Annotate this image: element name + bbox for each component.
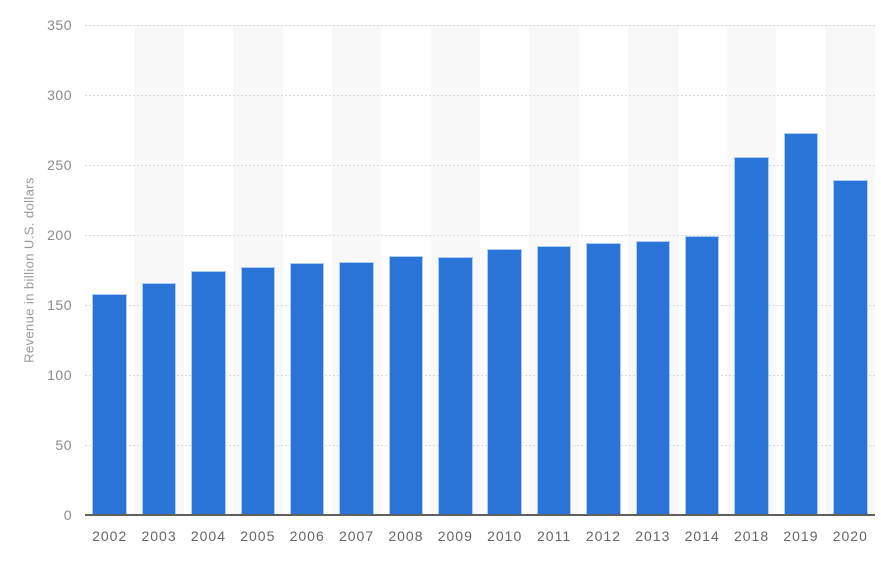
- bar-2004[interactable]: [191, 271, 226, 515]
- gridline-200: [85, 235, 875, 236]
- gridline-300: [85, 95, 875, 96]
- x-tick-label-2008: 2008: [388, 528, 424, 544]
- y-axis-tick-labels: 0 50 100 150 200 250 300 350: [0, 0, 72, 562]
- x-tick-label-2019: 2019: [783, 528, 819, 544]
- x-tick-label-2011: 2011: [537, 528, 572, 544]
- bar-2010[interactable]: [487, 249, 522, 515]
- bars-container: [85, 25, 875, 515]
- bar-slot-2006: [283, 25, 332, 515]
- bar-slot-2013: [628, 25, 677, 515]
- bar-slot-2019: [776, 25, 825, 515]
- bar-2014[interactable]: [684, 236, 720, 515]
- bar-slot-2014: [678, 25, 727, 515]
- y-tick-label-100: 100: [47, 367, 72, 383]
- bar-2011[interactable]: [536, 246, 572, 515]
- plot-area: [85, 25, 875, 515]
- bar-2013[interactable]: [635, 241, 671, 515]
- bar-2007[interactable]: [339, 262, 374, 515]
- x-tick-label-2010: 2010: [487, 528, 523, 544]
- y-tick-label-350: 350: [47, 17, 72, 33]
- y-tick-label-200: 200: [47, 227, 72, 243]
- x-tick-label-2006: 2006: [289, 528, 325, 544]
- x-axis-tick-labels: 2002 2003 2004 2005 2006 2007 2008 2009 2010 2011…: [85, 526, 875, 546]
- bar-slot-2012: [579, 25, 628, 515]
- bar-slot-2010: [480, 25, 529, 515]
- bar-slot-2003: [134, 25, 183, 515]
- gridline-150: [85, 305, 875, 306]
- y-tick-label-0: 0: [63, 507, 72, 523]
- gridline-350: [85, 25, 875, 26]
- bar-2003[interactable]: [141, 283, 177, 515]
- bar-2019[interactable]: [783, 133, 819, 515]
- bar-slot-2018: [727, 25, 776, 515]
- y-tick-label-50: 50: [55, 437, 72, 453]
- bar-slot-2009: [431, 25, 480, 515]
- x-tick-label-2003: 2003: [141, 528, 177, 544]
- x-tick-label-2005: 2005: [240, 528, 276, 544]
- bar-2009[interactable]: [438, 257, 473, 515]
- bar-2018[interactable]: [734, 157, 769, 515]
- bar-2008[interactable]: [388, 256, 424, 515]
- bar-slot-2002: [85, 25, 134, 515]
- bar-2005[interactable]: [240, 267, 276, 515]
- bar-slot-2005: [233, 25, 282, 515]
- x-axis-line: [85, 514, 875, 516]
- bar-slot-2011: [529, 25, 578, 515]
- x-tick-label-2004: 2004: [190, 528, 227, 544]
- gridline-50: [85, 445, 875, 446]
- x-tick-label-2014: 2014: [684, 528, 720, 544]
- x-tick-label-2020: 2020: [832, 528, 868, 544]
- x-tick-label-2018: 2018: [733, 528, 770, 544]
- gridline-100: [85, 375, 875, 376]
- x-tick-label-2009: 2009: [437, 528, 473, 544]
- bar-2012[interactable]: [586, 243, 621, 515]
- bar-slot-2008: [381, 25, 430, 515]
- bar-2020[interactable]: [833, 180, 868, 515]
- gridline-250: [85, 165, 875, 166]
- x-tick-label-2012: 2012: [585, 528, 622, 544]
- y-tick-label-150: 150: [47, 297, 72, 313]
- x-tick-label-2002: 2002: [92, 528, 128, 544]
- x-tick-label-2007: 2007: [338, 528, 375, 544]
- y-tick-label-250: 250: [47, 157, 72, 173]
- y-tick-label-300: 300: [47, 87, 72, 103]
- bar-slot-2020: [826, 25, 875, 515]
- x-tick-label-2013: 2013: [635, 528, 671, 544]
- bar-2002[interactable]: [92, 294, 127, 515]
- bar-slot-2007: [332, 25, 381, 515]
- bar-2006[interactable]: [289, 263, 325, 515]
- bar-slot-2004: [184, 25, 233, 515]
